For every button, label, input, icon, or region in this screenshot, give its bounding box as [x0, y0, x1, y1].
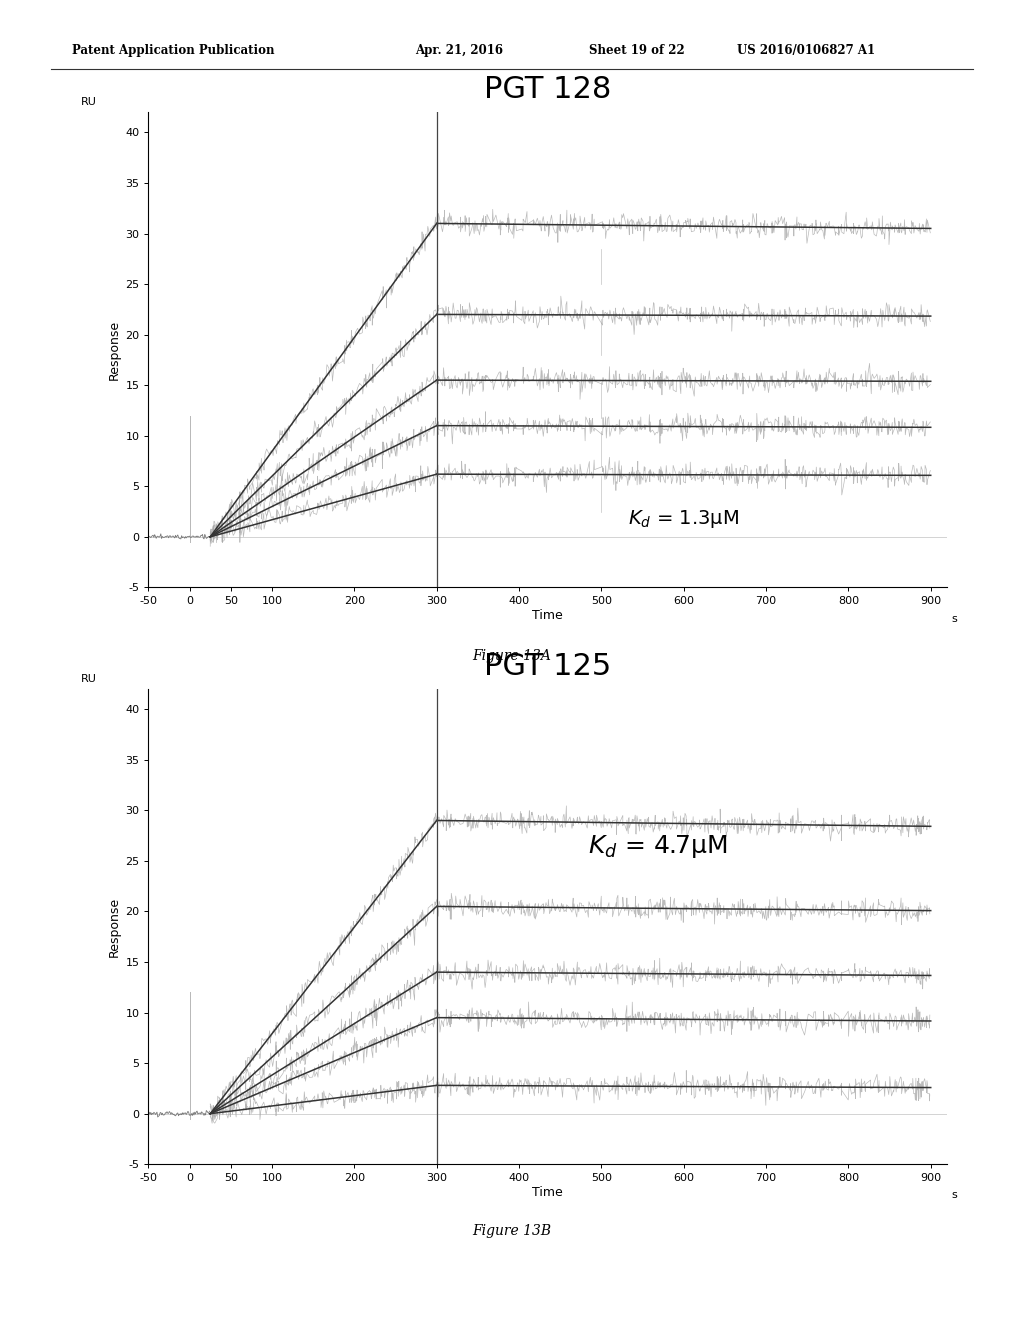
X-axis label: Time: Time: [532, 1187, 563, 1199]
Text: RU: RU: [81, 675, 96, 684]
Text: Apr. 21, 2016: Apr. 21, 2016: [415, 44, 503, 57]
Title: PGT 128: PGT 128: [484, 75, 611, 104]
X-axis label: Time: Time: [532, 610, 563, 622]
Text: Patent Application Publication: Patent Application Publication: [72, 44, 274, 57]
Text: $K_d$ = 4.7μM: $K_d$ = 4.7μM: [588, 833, 728, 861]
Text: US 2016/0106827 A1: US 2016/0106827 A1: [737, 44, 876, 57]
Text: s: s: [951, 614, 957, 623]
Text: $K_d$ = 1.3μM: $K_d$ = 1.3μM: [628, 508, 738, 531]
Text: Figure 13B: Figure 13B: [472, 1224, 552, 1238]
Text: s: s: [951, 1191, 957, 1200]
Text: Figure 13A: Figure 13A: [472, 649, 552, 664]
Y-axis label: Response: Response: [109, 896, 121, 957]
Text: Sheet 19 of 22: Sheet 19 of 22: [589, 44, 685, 57]
Title: PGT 125: PGT 125: [484, 652, 611, 681]
Text: RU: RU: [81, 98, 96, 107]
Y-axis label: Response: Response: [109, 319, 121, 380]
